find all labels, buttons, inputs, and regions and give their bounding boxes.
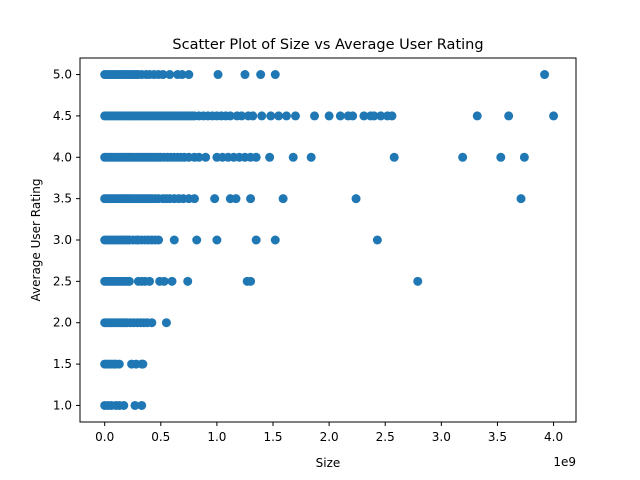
x-tick-label: 1.5 [263,430,282,444]
data-point [201,152,211,162]
data-point [158,70,168,80]
scatter-points [100,70,559,410]
data-point [194,152,204,162]
data-point [266,111,276,121]
data-point [119,400,129,410]
data-point [458,152,468,162]
y-axis-ticks: 1.0 1.5 2.0 2.5 3.0 3.5 4.0 4.5 5.0 [53,68,80,412]
data-point [189,194,199,204]
y-tick-label: 1.5 [53,357,72,371]
data-point [369,111,379,121]
data-point [213,70,223,80]
data-point [540,70,550,80]
data-point [348,111,358,121]
data-point [270,70,280,80]
x-axis-offset-label: 1e9 [553,455,576,469]
x-tick-label: 0.5 [151,430,170,444]
data-point [288,152,298,162]
y-tick-label: 4.5 [53,109,72,123]
data-point [177,70,187,80]
data-point [145,276,155,286]
data-point [124,276,134,286]
y-tick-label: 4.0 [53,150,72,164]
data-point [256,70,266,80]
data-point [183,276,193,286]
data-point [225,111,235,121]
data-point [161,318,171,328]
data-point [184,70,194,80]
y-tick-label: 5.0 [53,68,72,82]
x-tick-label: 3.0 [432,430,451,444]
data-point [389,152,399,162]
data-point [169,235,179,245]
data-point [290,111,300,121]
data-point [519,152,529,162]
data-point [516,194,526,204]
data-point [281,111,291,121]
data-point [114,359,124,369]
data-point [210,194,220,204]
data-point [154,235,164,245]
data-point [237,111,247,121]
x-tick-label: 1.0 [207,430,226,444]
data-point [278,194,288,204]
data-point [246,194,256,204]
x-tick-label: 2.0 [320,430,339,444]
data-point [270,235,280,245]
data-point [335,111,345,121]
data-point [167,276,177,286]
x-axis-label: Size [316,456,341,470]
data-point [246,276,256,286]
data-point [359,111,369,121]
data-point [147,318,157,328]
data-point [231,194,241,204]
data-point [413,276,423,286]
data-point [472,111,482,121]
x-tick-label: 2.5 [376,430,395,444]
x-tick-label: 4.0 [544,430,563,444]
x-tick-label: 0.0 [95,430,114,444]
data-point [257,111,267,121]
data-point [130,400,140,410]
data-point [138,359,148,369]
data-point [240,70,250,80]
data-point [351,194,361,204]
y-tick-label: 1.0 [53,398,72,412]
y-tick-label: 3.0 [53,233,72,247]
data-point [306,152,316,162]
data-point [159,276,169,286]
data-point [137,400,147,410]
data-point [192,235,202,245]
data-point [376,111,386,121]
data-point [504,111,514,121]
data-point [248,111,258,121]
y-tick-label: 2.5 [53,274,72,288]
x-axis-ticks: 0.0 0.5 1.0 1.5 2.0 2.5 3.0 3.5 4.0 [95,422,563,444]
data-point [496,152,506,162]
chart-title: Scatter Plot of Size vs Average User Rat… [172,37,483,53]
y-axis-label: Average User Rating [29,179,43,302]
data-point [251,235,261,245]
y-tick-label: 2.0 [53,316,72,330]
data-point [165,70,175,80]
data-point [549,111,559,121]
data-point [212,235,222,245]
data-point [372,235,382,245]
data-point [310,111,320,121]
x-tick-label: 3.5 [488,430,507,444]
data-point [251,152,261,162]
data-point [324,111,334,121]
data-point [387,111,397,121]
data-point [265,152,275,162]
y-tick-label: 3.5 [53,192,72,206]
data-point [274,111,284,121]
